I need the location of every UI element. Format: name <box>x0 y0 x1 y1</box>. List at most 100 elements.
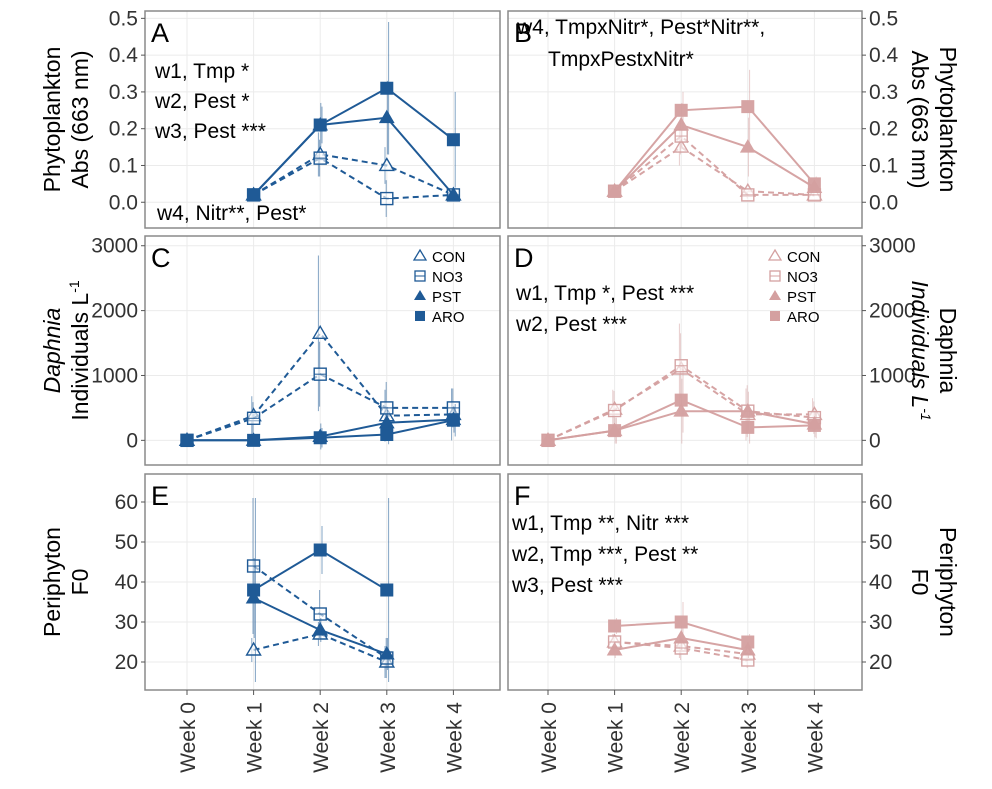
data-point-aro <box>674 615 688 629</box>
series-aro <box>180 404 460 448</box>
y-tick-label: 0.1 <box>109 154 138 177</box>
series-aro <box>247 22 460 202</box>
y-axis-label: Individuals L-1 <box>907 280 934 420</box>
data-point-aro <box>446 133 460 147</box>
y-tick-label: 60 <box>115 491 138 514</box>
series-aro <box>608 69 821 198</box>
legend-marker-aro <box>770 311 780 321</box>
stat-annotation: w2, Pest *** <box>515 313 627 336</box>
series-pst <box>606 626 756 658</box>
panel-letter: F <box>514 481 531 511</box>
data-point-aro <box>807 177 821 191</box>
series-pst <box>245 80 462 201</box>
data-point-con <box>245 641 262 656</box>
data-point-con <box>672 138 690 153</box>
y-tick-label: 2000 <box>869 300 916 323</box>
y-axis-label: Abs (663 nm) <box>907 50 933 188</box>
y-tick-label: 30 <box>869 611 892 634</box>
y-axis-label: F0 <box>67 569 93 596</box>
y-axis-label: Periphyton <box>39 527 65 637</box>
data-point-pst <box>245 590 262 604</box>
y-tick-label: 30 <box>115 611 138 634</box>
y-tick-label: 0.1 <box>869 154 898 177</box>
y-tick-label: 0 <box>869 429 881 452</box>
legend-label: ARO <box>432 309 465 326</box>
data-point-aro <box>380 428 394 442</box>
legend: CON NO3 PST ARO <box>767 248 820 326</box>
y-tick-label: 0.5 <box>109 7 138 30</box>
panel-letter: B <box>514 18 532 48</box>
series-pst <box>606 102 823 197</box>
y-axis-label: Phytoplankton <box>935 47 961 193</box>
panel-letter: D <box>514 243 534 273</box>
data-point-aro <box>741 635 755 649</box>
y-tick-label: 0.2 <box>869 118 898 141</box>
y-axis-label: F0 <box>907 569 933 596</box>
x-tick-label: Week 2 <box>310 702 333 773</box>
y-axis-label: Individuals L-1 <box>66 280 93 421</box>
data-point-aro <box>313 543 327 557</box>
panel-frame <box>507 10 863 229</box>
y-tick-label: 40 <box>115 571 138 594</box>
data-point-aro <box>741 420 755 434</box>
stat-annotation: w2, Tmp ***, Pest ** <box>511 543 698 566</box>
x-tick-label: Week 0 <box>538 702 561 773</box>
panel-b: 0.0 0.1 0.2 0.3 0.4 0.5 Abs (663 nm) Phytoplank… <box>507 7 961 229</box>
y-tick-label: 0.3 <box>109 81 138 104</box>
panel-a: 0.0 0.1 0.2 0.3 0.4 0.5 Phytoplankton Abs (663 … <box>39 7 501 229</box>
data-point-aro <box>247 433 261 447</box>
legend-label: NO3 <box>432 269 463 286</box>
data-point-pst <box>378 109 395 124</box>
legend-label: PST <box>787 289 816 306</box>
data-point-pst <box>673 630 690 644</box>
legend-marker-con <box>412 248 428 261</box>
y-axis-label: Periphyton <box>935 527 961 637</box>
stat-annotation: w1, Tmp * <box>154 60 249 83</box>
panel-letter: A <box>151 18 169 48</box>
y-tick-label: 50 <box>869 531 892 554</box>
stat-annotation: w1, Tmp *, Pest *** <box>515 282 694 305</box>
legend-marker-aro <box>415 311 425 321</box>
series-aro <box>247 498 394 682</box>
y-tick-label: 3000 <box>869 235 916 258</box>
data-point-pst <box>312 622 329 636</box>
x-tick-label: Week 3 <box>377 702 400 773</box>
y-axis-label: Daphnia <box>39 308 65 394</box>
y-tick-label: 20 <box>869 651 892 674</box>
data-point-pst <box>606 642 623 656</box>
legend-label: PST <box>432 289 461 306</box>
data-point-con <box>378 157 396 172</box>
series-line <box>252 116 455 196</box>
series-line <box>252 87 455 196</box>
stat-annotation: w3, Pest *** <box>511 574 623 597</box>
data-point-aro <box>247 583 261 597</box>
panel-letter: C <box>151 243 171 273</box>
series-line <box>613 105 816 192</box>
x-tick-label: Week 1 <box>244 702 267 773</box>
data-point-aro <box>380 81 394 95</box>
legend-marker-con <box>767 248 783 261</box>
data-point-aro <box>807 418 821 432</box>
y-tick-label: 0.3 <box>869 81 898 104</box>
series-line <box>253 153 454 196</box>
stat-annotation: TmpxPestxNitr* <box>548 48 694 71</box>
data-point-pst <box>378 646 395 660</box>
legend-label: NO3 <box>787 269 818 286</box>
y-tick-label: 2000 <box>91 300 138 323</box>
data-point-aro <box>313 431 327 445</box>
legend: CON NO3 PST ARO <box>412 248 465 326</box>
y-tick-label: 0.4 <box>869 44 899 67</box>
y-tick-label: 40 <box>869 571 892 594</box>
series-line <box>186 331 454 442</box>
x-tick-label: Week 2 <box>671 702 694 773</box>
stat-annotation: w4, TmpxNitr*, Pest*Nitr**, <box>516 16 765 39</box>
y-tick-label: 0 <box>126 429 138 452</box>
data-point-aro <box>674 393 688 407</box>
legend-marker-pst <box>769 290 781 300</box>
y-tick-label: 0.5 <box>869 7 898 30</box>
panel-frame <box>144 10 501 229</box>
x-tick-label: Week 1 <box>605 702 628 773</box>
y-tick-label: 20 <box>115 651 138 674</box>
